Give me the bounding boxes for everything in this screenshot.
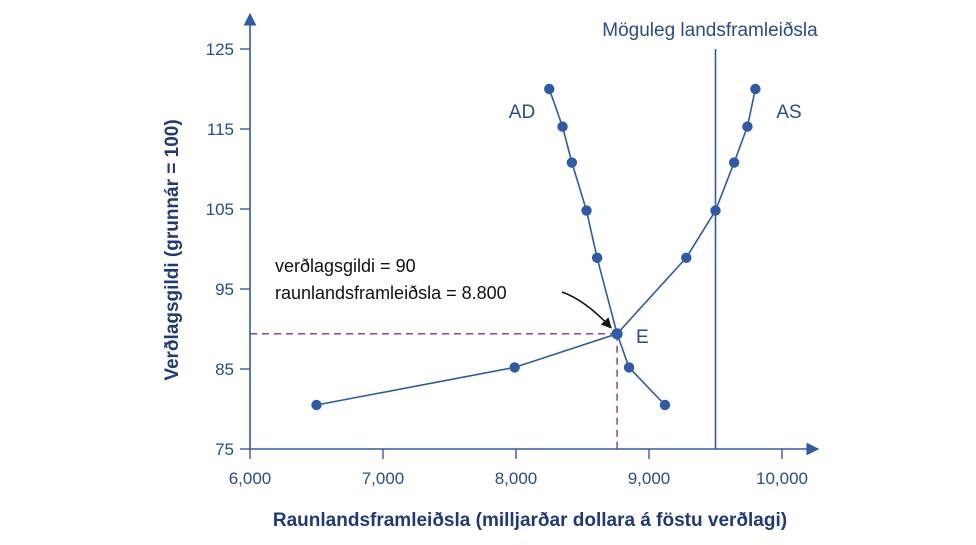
- data-point-ad: [591, 252, 603, 263]
- ticks: 75 85 95 105 115 125 6,000 7,000 8,000 9,000 10,00…: [206, 40, 808, 488]
- annotation-arrow: [561, 291, 612, 329]
- series-label-as: AS: [776, 102, 801, 123]
- series-line-as: [316, 88, 757, 406]
- x-tick-label: 8,000: [495, 469, 538, 488]
- y-tick-label: 115: [207, 120, 234, 139]
- y-tick-label: 95: [215, 280, 234, 299]
- data-point-as: [681, 252, 692, 263]
- y-axis-title: Verðlagsgildi (grunnár = 100): [162, 119, 183, 380]
- equilibrium-label: E: [636, 327, 649, 348]
- data-point-as: [710, 205, 721, 216]
- x-tick-label: 7,000: [362, 469, 405, 488]
- annotation-price-level: verðlagsgildi = 90: [275, 256, 416, 276]
- data-point-ad: [566, 157, 578, 168]
- data-point-as: [311, 399, 322, 411]
- series-line-ad: [548, 88, 666, 406]
- data-point-ad: [581, 205, 592, 216]
- x-axis-title: Raunlandsframleiðsla (milljarðar dollara…: [273, 510, 787, 531]
- y-tick-label: 85: [215, 360, 234, 379]
- data-point-ad: [623, 362, 635, 373]
- equilibrium-guides: [250, 333, 618, 449]
- data-point-ad: [659, 399, 671, 411]
- y-tick-label: 75: [215, 440, 234, 459]
- x-tick-label: 9,000: [628, 469, 671, 488]
- equilibrium-point: [611, 328, 623, 340]
- data-point-as: [750, 83, 761, 95]
- data-point-ad: [557, 121, 568, 132]
- data-point-ad: [544, 83, 555, 95]
- data-point-as: [509, 362, 520, 373]
- series-label-ad: AD: [509, 102, 535, 123]
- axes: [243, 12, 820, 456]
- annotations: [561, 291, 612, 329]
- annotation-real-gdp: raunlandsframleiðsla = 8.800: [275, 283, 507, 303]
- y-tick-label: 105: [206, 200, 234, 219]
- x-tick-label: 10,000: [756, 469, 808, 488]
- x-tick-label: 6,000: [229, 469, 272, 488]
- data-point-as: [728, 157, 740, 168]
- series: [311, 49, 761, 449]
- data-point-as: [742, 121, 753, 132]
- potential-gdp-label: Möguleg landsframleiðsla: [602, 20, 818, 41]
- y-tick-label: 125: [206, 40, 234, 59]
